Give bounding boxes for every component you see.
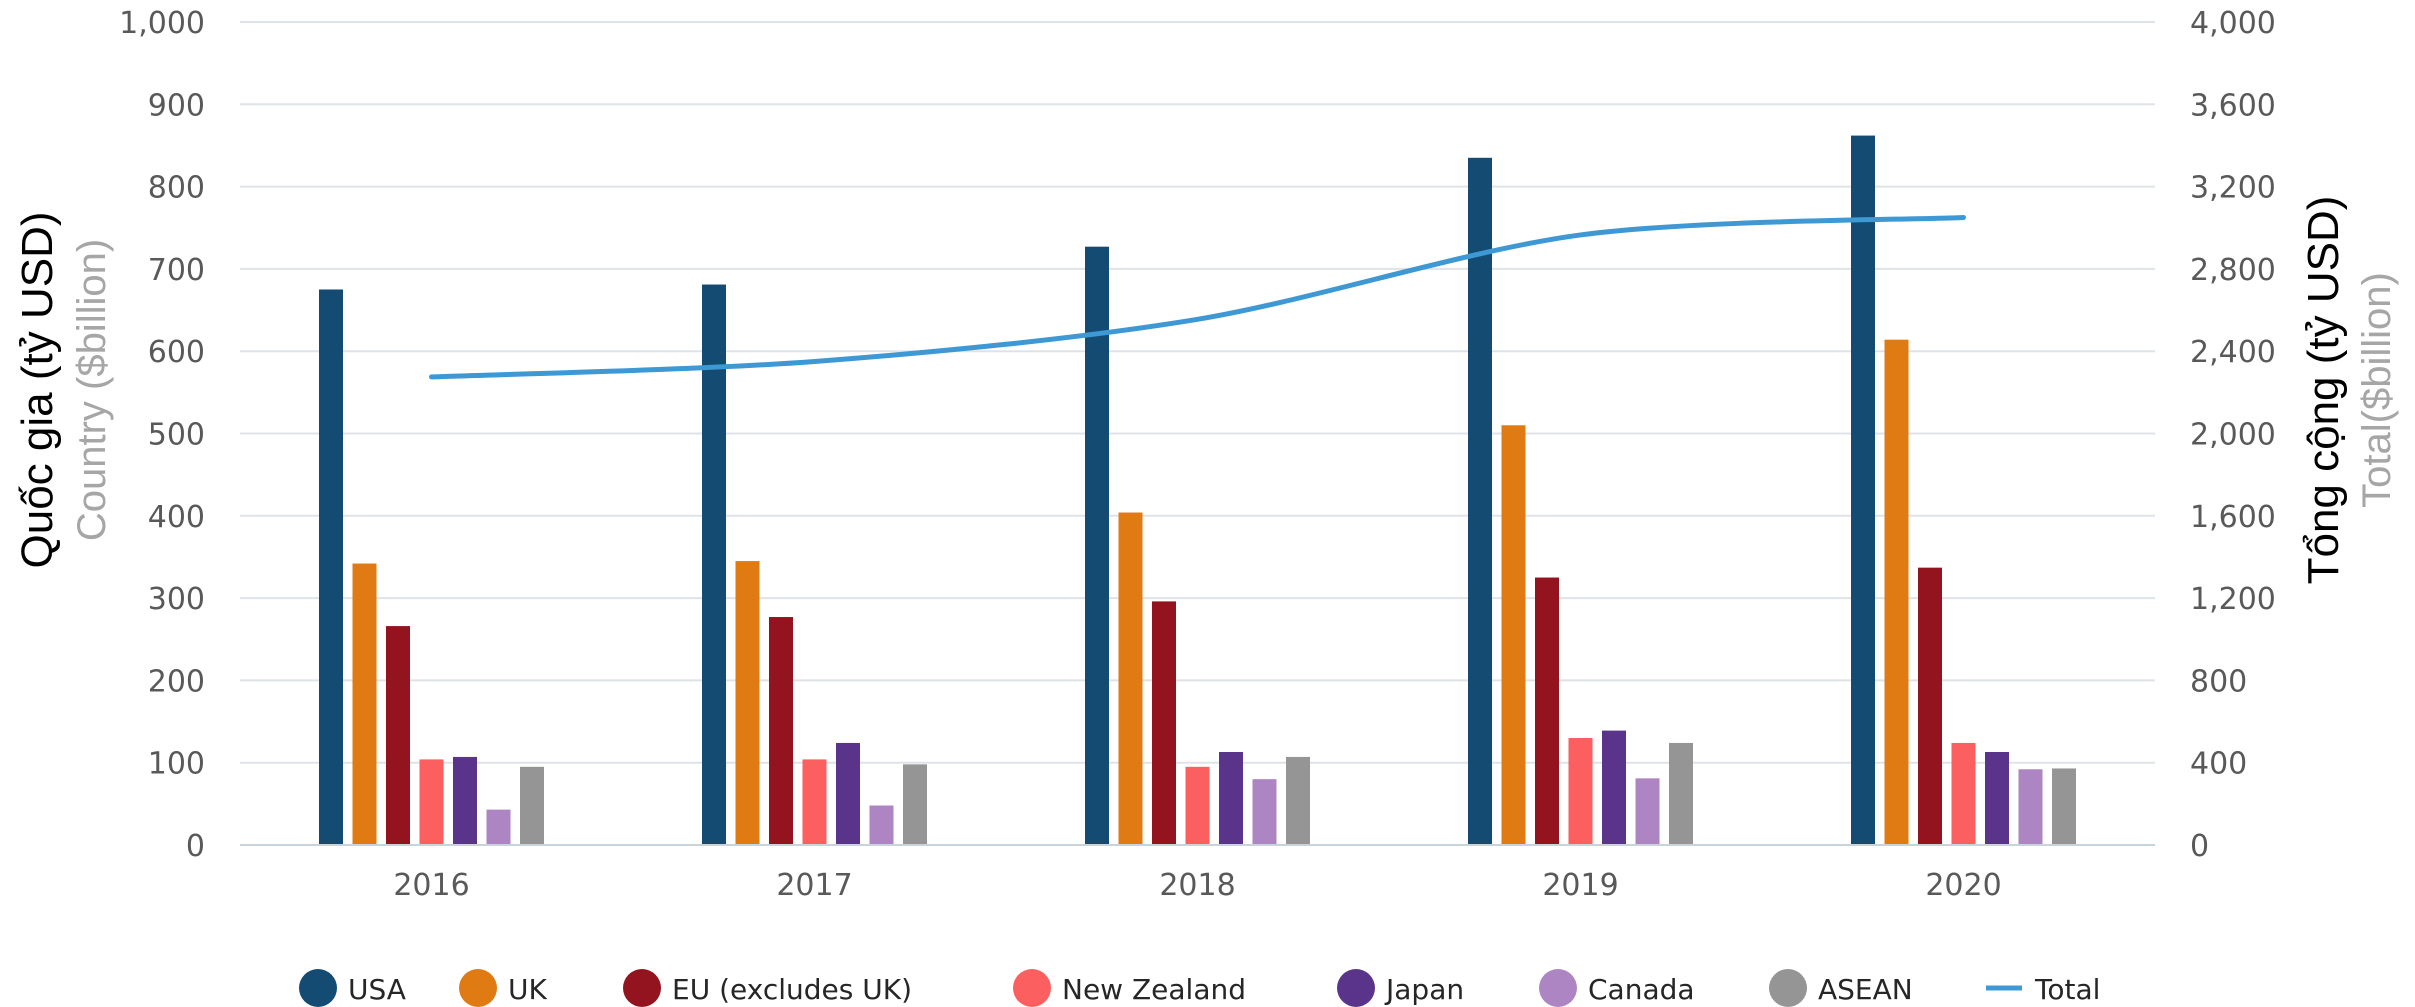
bar-usa-2020: [1851, 135, 1875, 846]
bar-canada-2016: [486, 809, 511, 845]
bar-japan-2016: [453, 756, 477, 845]
bar-eu-excludes-uk-2016: [386, 626, 410, 845]
y-axis-right-sublabel: Total($billion): [2355, 272, 2399, 508]
y-left-tick-label: 800: [148, 171, 205, 206]
bar-eu-excludes-uk-2019: [1535, 577, 1559, 845]
bar-usa-2019: [1468, 157, 1492, 846]
bar-eu-excludes-uk-2018: [1152, 601, 1176, 845]
bar-usa-2018: [1085, 246, 1109, 845]
gridlines: [240, 21, 2155, 764]
y-left-tick-label: 700: [148, 253, 205, 288]
legend-swatch: [1769, 969, 1807, 1007]
y-axis-right: 0 400 800 1,200 1,600 2,000 2,400 2,800 3,200 3,6…: [2190, 6, 2276, 864]
bar-new-zealand-2019: [1568, 738, 1593, 845]
total-line: [429, 214, 1966, 380]
bar-usa-2017: [702, 284, 726, 845]
bar-asean-2017: [903, 764, 927, 845]
bar-usa-2016: [319, 289, 343, 846]
legend-label: EU (excludes UK): [672, 973, 912, 1006]
bar-new-zealand-2020: [1951, 742, 1976, 845]
bar-eu-excludes-uk-2017: [769, 617, 793, 845]
legend-item-asean: ASEAN: [1769, 969, 1913, 1007]
y-axis-left: 0 100 200 300 400 500 600 700 800 900 1,000: [119, 6, 205, 864]
x-tick-label: 2016: [393, 868, 469, 903]
legend-item-eu-excludes-uk: EU (excludes UK): [623, 969, 912, 1007]
legend-label: Japan: [1384, 973, 1464, 1006]
legend-swatch: [1013, 969, 1051, 1007]
y-left-tick-label: 600: [148, 335, 205, 370]
y-right-tick-label: 2,400: [2190, 335, 2276, 370]
y-axis-left-sublabel: Country ($billion): [70, 239, 114, 541]
x-tick-label: 2019: [1542, 868, 1618, 903]
bar-asean-2018: [1286, 756, 1310, 845]
x-axis: 2016 2017 2018 2019 2020: [240, 844, 2155, 903]
legend-label: UK: [508, 973, 547, 1006]
bar-uk-2017: [735, 561, 760, 845]
y-left-tick-label: 900: [148, 88, 205, 123]
legend-label: ASEAN: [1818, 973, 1913, 1006]
y-left-tick-label: 200: [148, 664, 205, 699]
legend-item-japan: Japan: [1337, 969, 1464, 1007]
y-left-tick-label: 0: [186, 829, 205, 864]
bar-asean-2016: [520, 766, 544, 845]
legend-swatch: [459, 969, 497, 1007]
total-line-group: [429, 214, 1966, 380]
bar-new-zealand-2017: [802, 759, 827, 845]
bar-new-zealand-2018: [1185, 766, 1210, 845]
y-right-tick-label: 1,200: [2190, 582, 2276, 617]
bar-uk-2020: [1884, 339, 1909, 845]
legend-label: Total: [2034, 973, 2100, 1006]
y-left-tick-label: 1,000: [119, 6, 205, 41]
bar-asean-2020: [2052, 768, 2076, 845]
bar-canada-2019: [1635, 778, 1660, 845]
y-right-tick-label: 2,800: [2190, 253, 2276, 288]
legend: USA UK EU (excludes UK) New Zealand Japan Can…: [299, 969, 2100, 1007]
legend-label: USA: [348, 973, 406, 1006]
y-left-tick-label: 100: [148, 747, 205, 782]
legend-item-new-zealand: New Zealand: [1013, 969, 1246, 1007]
y-right-tick-label: 4,000: [2190, 6, 2276, 41]
bar-uk-2016: [352, 563, 377, 845]
bar-canada-2018: [1252, 779, 1277, 845]
legend-item-usa: USA: [299, 969, 406, 1007]
bar-uk-2019: [1501, 425, 1526, 845]
bar-canada-2017: [869, 805, 894, 845]
bar-uk-2018: [1118, 512, 1143, 845]
bar-japan-2018: [1219, 752, 1243, 845]
bar-canada-2020: [2018, 769, 2043, 845]
bar-japan-2017: [836, 742, 860, 845]
legend-label: Canada: [1588, 973, 1695, 1006]
y-axis-left-label: Quốc gia (tỷ USD): [13, 212, 62, 569]
y-right-tick-label: 2,000: [2190, 418, 2276, 453]
y-axis-right-label: Tổng cộng (tỷ USD): [2299, 196, 2348, 585]
y-left-tick-label: 500: [148, 418, 205, 453]
y-right-tick-label: 3,200: [2190, 171, 2276, 206]
y-right-tick-label: 0: [2190, 829, 2209, 864]
y-right-tick-label: 400: [2190, 747, 2247, 782]
bar-japan-2020: [1985, 752, 2009, 845]
y-right-tick-label: 1,600: [2190, 500, 2276, 535]
y-right-tick-label: 3,600: [2190, 88, 2276, 123]
x-tick-label: 2020: [1925, 868, 2001, 903]
bar-asean-2019: [1669, 742, 1693, 845]
legend-item-canada: Canada: [1539, 969, 1695, 1007]
x-tick-label: 2018: [1159, 868, 1235, 903]
y-left-tick-label: 400: [148, 500, 205, 535]
legend-item-total: Total: [1986, 973, 2100, 1006]
bar-eu-excludes-uk-2020: [1918, 567, 1942, 845]
bar-japan-2019: [1602, 730, 1626, 845]
legend-swatch: [623, 969, 661, 1007]
x-tick-label: 2017: [776, 868, 852, 903]
legend-swatch: [1337, 969, 1375, 1007]
legend-swatch: [1539, 969, 1577, 1007]
y-left-tick-label: 300: [148, 582, 205, 617]
legend-item-uk: UK: [459, 969, 547, 1007]
legend-swatch: [299, 969, 337, 1007]
y-right-tick-label: 800: [2190, 664, 2247, 699]
bar-new-zealand-2016: [419, 759, 444, 845]
bars: [319, 135, 2076, 846]
legend-label: New Zealand: [1062, 973, 1246, 1006]
